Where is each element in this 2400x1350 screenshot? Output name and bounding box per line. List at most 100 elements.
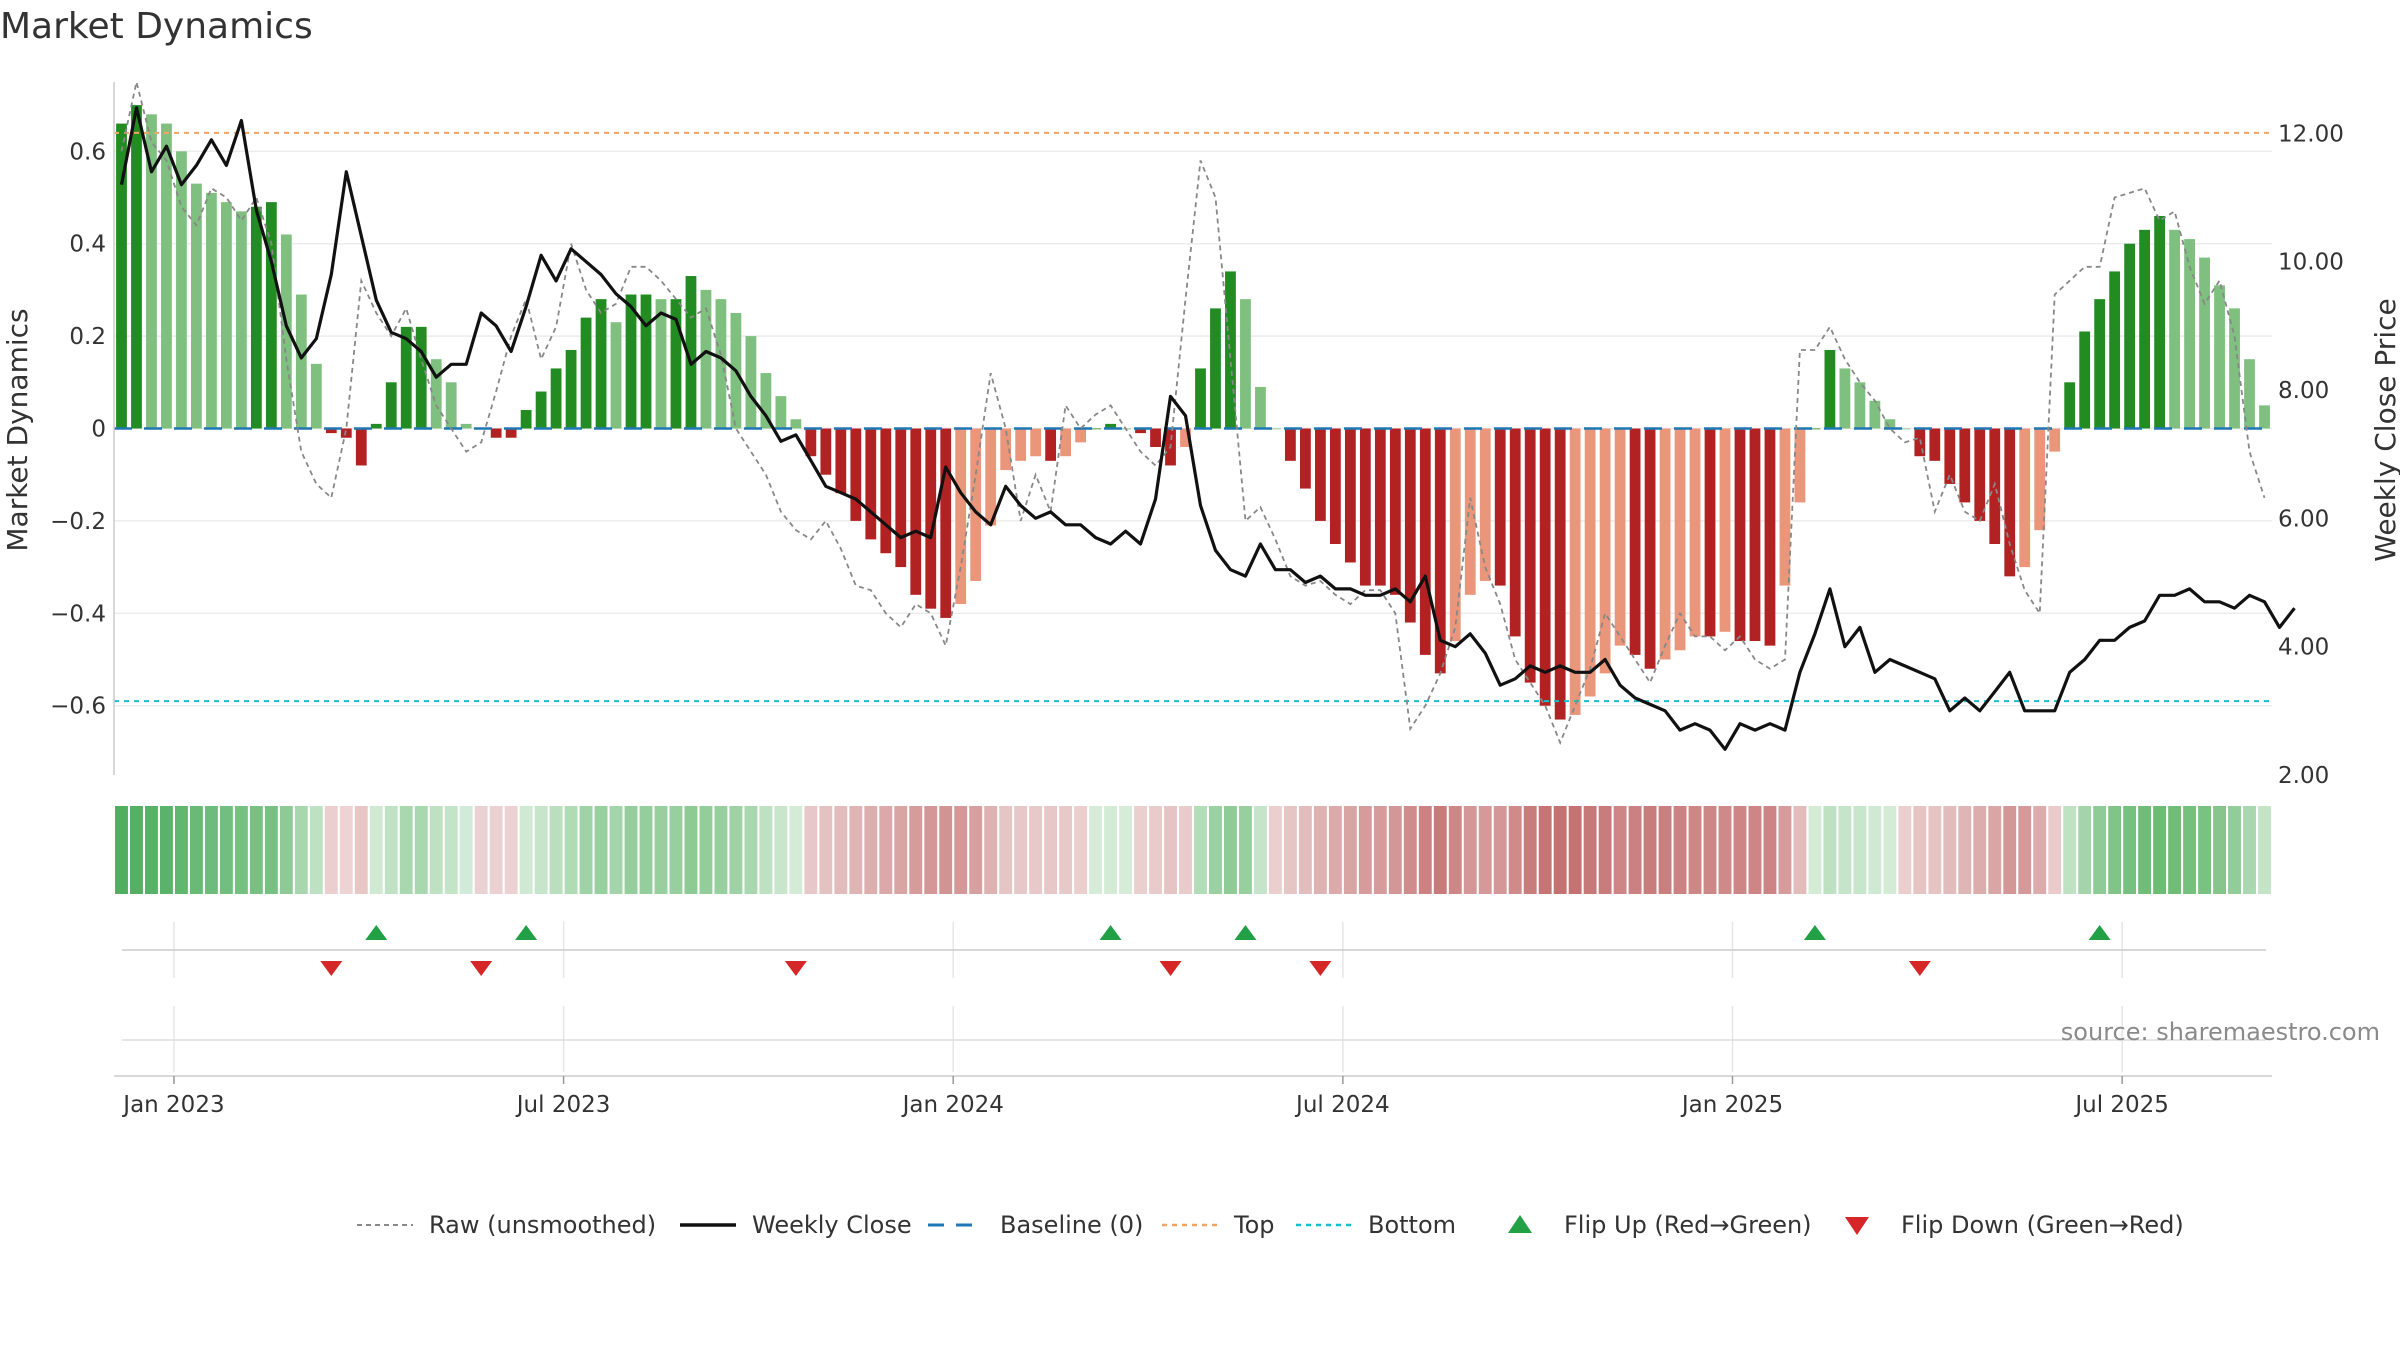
heat-strip-cell [174, 806, 188, 894]
heat-strip-cell [1613, 806, 1627, 894]
momentum-bar [131, 105, 142, 429]
heat-strip-cell [1463, 806, 1477, 894]
left-tick-label: 0.2 [69, 324, 106, 350]
heat-strip-cell [939, 806, 953, 894]
momentum-bar [685, 276, 697, 429]
heat-strip-cell [354, 806, 368, 894]
heat-strip-cell [2018, 806, 2032, 894]
momentum-bar [1105, 423, 1116, 429]
momentum-bar [970, 428, 982, 581]
heat-strip-cell [1493, 806, 1507, 894]
heat-strip-cell [1808, 806, 1822, 894]
momentum-bar [295, 294, 307, 429]
heat-strip-cell [1283, 806, 1297, 894]
momentum-bar [1434, 428, 1446, 674]
heat-strip-cell [1448, 806, 1462, 894]
flip-up-marker [1099, 925, 1122, 940]
heat-strip-cell [564, 806, 578, 894]
momentum-bar [700, 289, 712, 429]
heat-strip-cell [1134, 806, 1147, 894]
heat-strip-cell [1224, 806, 1237, 894]
momentum-bar [1509, 428, 1521, 637]
heat-strip-cell [1373, 806, 1387, 894]
heat-strip-cell [1343, 806, 1357, 894]
momentum-bar [895, 428, 907, 568]
heat-strip-cell [1239, 806, 1252, 894]
momentum-bar [1314, 428, 1326, 521]
momentum-bar [490, 428, 502, 438]
heat-strip-cell [1358, 806, 1372, 894]
momentum-bar [1674, 428, 1686, 651]
heat-strip-cell [249, 806, 263, 894]
momentum-bar [1449, 428, 1461, 642]
momentum-bar [1719, 428, 1731, 632]
momentum-bar [1839, 368, 1851, 429]
momentum-bar [745, 336, 757, 429]
heat-strip-cell [1164, 806, 1177, 894]
left-y-axis: 0.6 0.4 0.2 0 −0.2 −0.4 −0.6 [50, 139, 106, 719]
heat-strip-cell [1868, 806, 1882, 894]
momentum-bar [2154, 215, 2165, 429]
left-axis-title: Market Dynamics [1, 308, 34, 551]
x-tick-label: Jan 2024 [901, 1092, 1004, 1118]
momentum-bar [1869, 400, 1881, 429]
flip-down-marker [320, 961, 343, 976]
momentum-bar [1389, 428, 1401, 595]
momentum-bar [805, 428, 817, 457]
momentum-bar [2124, 243, 2136, 429]
left-tick-label: −0.4 [50, 601, 106, 627]
heat-strip-cell [1643, 806, 1657, 894]
momentum-bar [1180, 428, 1191, 447]
momentum-bar [1494, 428, 1506, 586]
momentum-bar [221, 202, 232, 429]
flip-up-marker [365, 925, 388, 940]
heat-strip-cell [1778, 806, 1792, 894]
heat-strip-cell [1733, 806, 1747, 894]
heat-strip-cell [1074, 806, 1088, 894]
heat-strip-cell [130, 806, 143, 894]
heat-strip-cell [1568, 806, 1582, 894]
right-tick-label: 6.00 [2278, 506, 2329, 532]
momentum-bar [1404, 428, 1416, 623]
momentum-bar [1779, 428, 1791, 586]
legend: Raw (unsmoothed) Weekly Close Baseline (0)… [357, 1211, 2184, 1239]
legend-label: Top [1233, 1211, 1275, 1239]
heat-strip-cell [699, 806, 713, 894]
heat-strip-cell [909, 806, 923, 894]
momentum-bars [116, 105, 2270, 720]
momentum-bar [1614, 428, 1626, 646]
momentum-bar [2094, 299, 2106, 429]
heat-strip-cell [714, 806, 728, 894]
momentum-bar [161, 123, 172, 429]
momentum-bar [2244, 359, 2255, 429]
momentum-bar [1794, 428, 1806, 503]
momentum-bar [2259, 405, 2270, 429]
heat-strip-cell [1179, 806, 1192, 894]
heat-strip-cell [1583, 806, 1597, 894]
momentum-bar [445, 382, 457, 429]
heat-strip-cell [984, 806, 998, 894]
momentum-bar [1899, 428, 1911, 430]
heat-strip-cell [1793, 806, 1807, 894]
heat-strip-cell [1029, 806, 1043, 894]
x-tick-label: Jan 2025 [1680, 1092, 1783, 1118]
momentum-bar [625, 294, 637, 429]
momentum-bar [1464, 428, 1476, 595]
momentum-bar [2004, 428, 2016, 577]
heat-strip-cell [924, 806, 938, 894]
heat-strip-cell [1688, 806, 1702, 894]
heat-strip-cell [609, 806, 623, 894]
momentum-bar [2139, 229, 2151, 429]
momentum-bar [910, 428, 922, 595]
heat-strip-cell [1523, 806, 1537, 894]
momentum-bar [1734, 428, 1746, 642]
source-label: source: sharemaestro.com [2061, 1018, 2380, 1046]
heat-strip-cell [279, 806, 293, 894]
heat-strip-cell [429, 806, 443, 894]
heat-strip-cell [669, 806, 683, 894]
heat-strip-cell [624, 806, 638, 894]
momentum-bar [1270, 428, 1281, 430]
heat-strip-cell [474, 806, 488, 894]
heat-strip-cell [1763, 806, 1777, 894]
heat-strip-cell [1628, 806, 1642, 894]
